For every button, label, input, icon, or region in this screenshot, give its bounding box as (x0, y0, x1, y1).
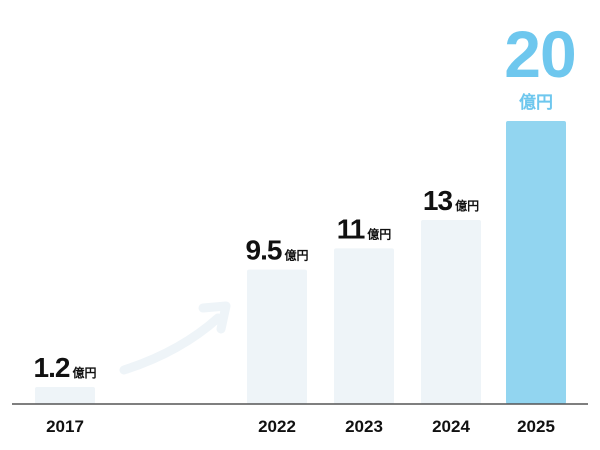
x-tick-labels: 2017 2022 2023 2024 2025 (46, 417, 555, 436)
bar-2017 (35, 387, 95, 404)
value-label-2022: 9.5 億円 (246, 235, 309, 266)
value-number: 11 (337, 213, 365, 244)
growth-arrow-shaft (119, 313, 223, 375)
value-label-2025: 20 (504, 17, 575, 91)
x-tick-2022: 2022 (258, 417, 296, 436)
unit-label-2025: 億円 (519, 92, 553, 113)
bar-2023 (334, 248, 394, 404)
value-unit: 億円 (367, 226, 391, 241)
value-number: 13 (423, 185, 453, 216)
bar-2024 (421, 220, 481, 404)
x-tick-2023: 2023 (345, 417, 383, 436)
value-unit: 億円 (72, 365, 96, 380)
value-label-2023: 11 億円 (337, 213, 392, 244)
bar-2025 (506, 121, 566, 404)
value-label-2017: 1.2 億円 (34, 352, 97, 383)
value-number: 1.2 (34, 352, 70, 383)
x-tick-2025: 2025 (517, 417, 555, 436)
value-unit: 億円 (455, 198, 479, 213)
growth-arrow (119, 301, 231, 375)
value-unit: 億円 (284, 248, 308, 263)
x-tick-2024: 2024 (432, 417, 470, 436)
bars (35, 121, 566, 404)
growth-arrow-head (198, 301, 231, 334)
bar-2022 (247, 269, 307, 404)
x-tick-2017: 2017 (46, 417, 84, 436)
value-label-2024: 13 億円 (423, 185, 479, 216)
value-number: 9.5 (246, 235, 282, 266)
